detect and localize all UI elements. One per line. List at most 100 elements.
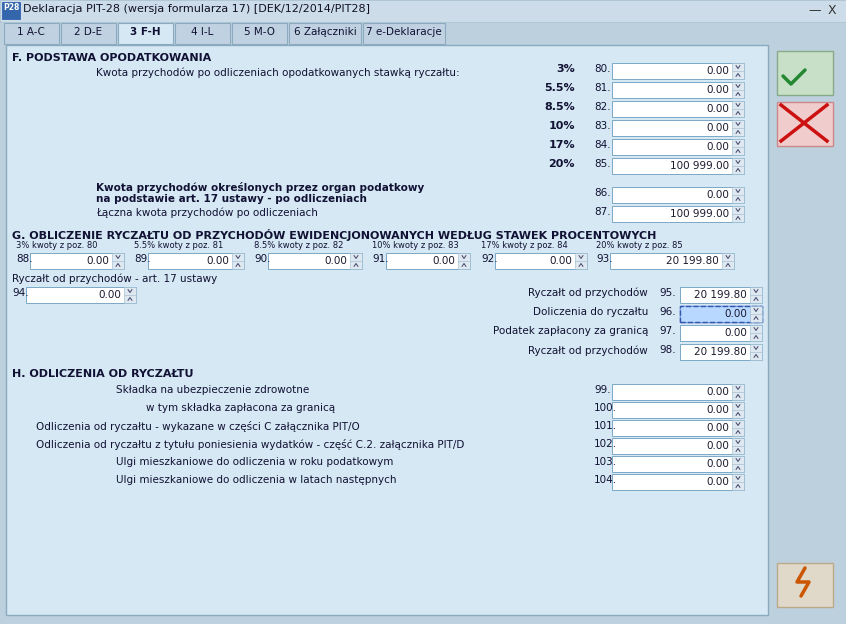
Text: na podstawie art. 17 ustawy - po odliczeniach: na podstawie art. 17 ustawy - po odlicze… [96,194,367,204]
Text: 17%: 17% [548,140,575,150]
Text: 1 A-C: 1 A-C [17,27,45,37]
Text: 0.00: 0.00 [86,256,109,266]
Bar [612,82,744,98]
Text: 20%: 20% [548,159,575,169]
Text: 20 199.80: 20 199.80 [695,290,747,300]
Bar [777,102,833,146]
Bar [458,253,470,262]
Text: 0.00: 0.00 [206,256,229,266]
Bar [732,195,744,203]
Text: 92.: 92. [481,254,497,264]
Bar [732,82,744,91]
Bar [612,158,744,174]
Text: 94.: 94. [12,288,29,298]
Bar [575,261,587,269]
Text: 0.00: 0.00 [706,441,729,451]
Bar [30,253,124,269]
Bar [732,128,744,136]
Text: 100.: 100. [594,403,617,413]
Text: 93.: 93. [596,254,613,264]
Bar [680,306,762,322]
Bar [232,261,244,269]
Text: 17% kwoty z poz. 84: 17% kwoty z poz. 84 [481,241,568,250]
Text: 88.: 88. [16,254,33,264]
Bar [386,253,470,269]
Text: 8.5% kwoty z poz. 82: 8.5% kwoty z poz. 82 [254,241,343,250]
Text: Kwota przychodów po odliczeniach opodatkowanych stawką ryczałtu:: Kwota przychodów po odliczeniach opodatk… [96,67,459,77]
Bar [750,333,762,341]
Text: 98.: 98. [659,345,676,355]
Bar [612,438,744,454]
Bar [750,306,762,315]
Text: 0.00: 0.00 [706,142,729,152]
Bar [289,23,361,44]
Text: Ryczałt od przychodów: Ryczałt od przychodów [528,345,648,356]
Text: 104.: 104. [594,475,617,485]
Bar [232,23,287,44]
Bar [732,120,744,129]
Text: 0.00: 0.00 [706,123,729,133]
Text: P28: P28 [3,3,19,12]
Bar [732,101,744,110]
Text: 3% kwoty z poz. 80: 3% kwoty z poz. 80 [16,241,97,250]
Bar [680,287,762,303]
Text: 102.: 102. [594,439,617,449]
Text: G. OBLICZENIE RYCZAŁTU OD PRZYCHODÓW EWIDENCJONOWANYCH WEDŁUG STAWEK PROCENTOWYC: G. OBLICZENIE RYCZAŁTU OD PRZYCHODÓW EWI… [12,229,656,241]
Bar [732,410,744,418]
Bar [732,392,744,400]
Text: F. PODSTAWA OPODATKOWANIA: F. PODSTAWA OPODATKOWANIA [12,53,211,63]
Text: Podatek zapłacony za granicą: Podatek zapłacony za granicą [492,326,648,336]
Bar [732,214,744,222]
Text: 91.: 91. [372,254,388,264]
Text: Ryczałt od przychodów: Ryczałt od przychodów [528,288,648,298]
Bar [732,71,744,79]
Text: 0.00: 0.00 [706,387,729,397]
Text: 86.: 86. [594,188,611,198]
Text: Odliczenia od ryczałtu z tytułu poniesienia wydatków - część C.2. załącznika PIT: Odliczenia od ryczałtu z tytułu poniesie… [36,439,464,450]
Bar [732,206,744,215]
Bar [680,325,762,341]
Text: 0.00: 0.00 [706,66,729,76]
Bar [612,187,744,203]
Text: 96.: 96. [659,307,676,317]
Text: Ulgi mieszkaniowe do odliczenia w roku podatkowym: Ulgi mieszkaniowe do odliczenia w roku p… [116,457,393,467]
Text: 0.00: 0.00 [706,423,729,433]
Bar [777,563,833,607]
Text: 0.00: 0.00 [706,405,729,415]
Bar [148,253,244,269]
Bar [612,101,744,117]
Bar [732,456,744,465]
Text: 0.00: 0.00 [706,104,729,114]
Text: Doliczenia do ryczałtu: Doliczenia do ryczałtu [533,307,648,317]
Text: 83.: 83. [594,121,611,131]
Bar [732,109,744,117]
Text: 5.5%: 5.5% [544,83,575,93]
Text: —: — [808,4,821,17]
Bar [610,253,734,269]
Bar [4,23,59,44]
Text: 99.: 99. [594,385,611,395]
Text: 80.: 80. [594,64,611,74]
Text: 10%: 10% [548,121,575,131]
Text: 84.: 84. [594,140,611,150]
Bar [777,51,833,95]
Text: Deklaracja PIT-28 (wersja formularza 17) [DEK/12/2014/PIT28]: Deklaracja PIT-28 (wersja formularza 17)… [23,4,370,14]
Text: 90.: 90. [254,254,271,264]
Bar [773,45,840,615]
Text: Ulgi mieszkaniowe do odliczenia w latach następnych: Ulgi mieszkaniowe do odliczenia w latach… [116,475,397,485]
Bar [458,261,470,269]
Text: w tym składka zapłacona za granicą: w tym składka zapłacona za granicą [146,403,335,413]
Text: 2 D-E: 2 D-E [74,27,102,37]
Bar [722,253,734,262]
Bar [750,352,762,360]
Bar [732,482,744,490]
Bar [732,474,744,483]
Bar [112,253,124,262]
Text: 3%: 3% [557,64,575,74]
Text: Kwota przychodów określonych przez organ podatkowy: Kwota przychodów określonych przez organ… [96,182,424,193]
Bar [732,158,744,167]
Bar [350,261,362,269]
Bar [612,139,744,155]
Bar [118,23,173,44]
Text: 82.: 82. [594,102,611,112]
